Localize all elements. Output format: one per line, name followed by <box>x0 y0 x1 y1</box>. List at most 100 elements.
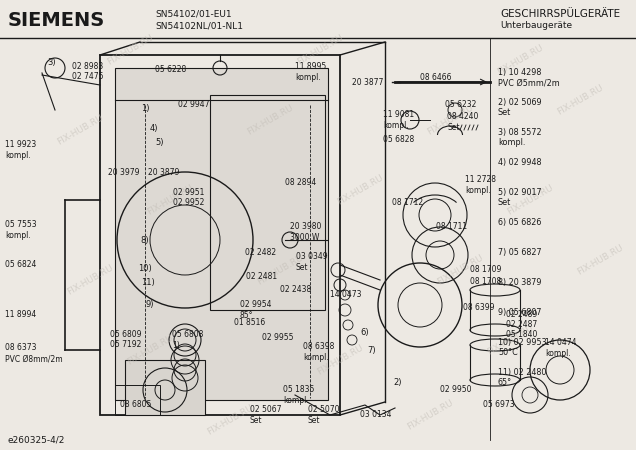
Text: 08 6398
kompl.: 08 6398 kompl. <box>303 342 335 362</box>
Polygon shape <box>115 68 328 400</box>
Text: 05 6232: 05 6232 <box>445 100 476 109</box>
Text: 20 3877: 20 3877 <box>352 78 384 87</box>
Text: FIX-HUB.RU: FIX-HUB.RU <box>245 103 294 137</box>
Text: 02 2481: 02 2481 <box>246 272 277 281</box>
Text: 02 2487: 02 2487 <box>506 320 537 329</box>
Text: 05 6973: 05 6973 <box>483 400 515 409</box>
Text: 11): 11) <box>141 279 155 288</box>
Text: 02 7475: 02 7475 <box>72 72 104 81</box>
Text: 3) 08 5572: 3) 08 5572 <box>498 128 542 137</box>
Text: 08 6466: 08 6466 <box>420 73 452 82</box>
Text: SN54102/01-EU1: SN54102/01-EU1 <box>155 9 232 18</box>
Text: 05 1835
kompl.: 05 1835 kompl. <box>283 385 314 405</box>
Text: Set: Set <box>498 198 511 207</box>
Text: 14 0474
kompl.: 14 0474 kompl. <box>545 338 576 358</box>
Bar <box>125 360 205 415</box>
Text: FIX-HUB.RU: FIX-HUB.RU <box>55 113 104 147</box>
Text: 20 3980
3000 W: 20 3980 3000 W <box>290 222 321 242</box>
Text: 7) 05 6827: 7) 05 6827 <box>498 248 542 257</box>
Text: FIX-HUB.RU: FIX-HUB.RU <box>335 173 385 207</box>
Text: 14 0473: 14 0473 <box>330 290 361 299</box>
Text: PVC Ø5mm/2m: PVC Ø5mm/2m <box>498 78 560 87</box>
Text: 20 3979: 20 3979 <box>108 168 139 177</box>
Text: 5) 02 9017: 5) 02 9017 <box>498 188 542 197</box>
Text: 05 7553
kompl.: 05 7553 kompl. <box>5 220 37 240</box>
Text: FIX-HUB.RU: FIX-HUB.RU <box>295 33 345 67</box>
Text: FIX-HUB.RU: FIX-HUB.RU <box>125 333 175 367</box>
Text: 05 7192: 05 7192 <box>110 340 141 349</box>
Text: 11 9081
kompl.: 11 9081 kompl. <box>383 110 414 130</box>
Text: 02 9954
85°: 02 9954 85° <box>240 300 272 320</box>
Text: 05 6828: 05 6828 <box>383 135 414 144</box>
Text: GESCHIRRSPÜLGERÄTE: GESCHIRRSPÜLGERÄTE <box>500 9 620 19</box>
Bar <box>115 385 160 415</box>
Text: 7): 7) <box>368 346 377 355</box>
Text: 01 8516: 01 8516 <box>234 318 265 327</box>
Text: Set: Set <box>498 108 511 117</box>
Text: 9): 9) <box>146 301 155 310</box>
Bar <box>210 95 325 310</box>
Text: FIX-HUB.RU: FIX-HUB.RU <box>315 343 364 377</box>
Text: 11 8994: 11 8994 <box>5 310 36 319</box>
Text: 08 2894: 08 2894 <box>285 178 316 187</box>
Text: 05 6808
1): 05 6808 1) <box>172 330 204 350</box>
Text: 11 2728
kompl.: 11 2728 kompl. <box>465 175 496 195</box>
Text: 6): 6) <box>361 328 370 338</box>
Text: 02 9955: 02 9955 <box>262 333 293 342</box>
Text: 05 1840: 05 1840 <box>506 330 537 339</box>
Text: 02 2482: 02 2482 <box>245 248 276 257</box>
Text: FIX-HUB.RU: FIX-HUB.RU <box>106 33 155 67</box>
Text: 20 3879: 20 3879 <box>148 168 179 177</box>
Text: SIEMENS: SIEMENS <box>8 10 105 30</box>
Text: 11) 02 2480: 11) 02 2480 <box>498 368 546 377</box>
Text: FIX-HUB.RU: FIX-HUB.RU <box>66 263 114 297</box>
Text: 2): 2) <box>394 378 402 387</box>
Text: 6) 05 6826: 6) 05 6826 <box>498 218 541 227</box>
Text: FIX-HUB.RU: FIX-HUB.RU <box>495 43 544 77</box>
Text: 03 0349
Set: 03 0349 Set <box>296 252 328 272</box>
Text: 2) 02 5069: 2) 02 5069 <box>498 98 542 107</box>
Text: FIX-HUB.RU: FIX-HUB.RU <box>576 243 625 277</box>
Text: FIX-HUB.RU: FIX-HUB.RU <box>405 398 455 432</box>
Text: 9) 05 6807: 9) 05 6807 <box>498 308 541 317</box>
Text: 11 9923
kompl.: 11 9923 kompl. <box>5 140 36 160</box>
Text: FIX-HUB.RU: FIX-HUB.RU <box>146 183 195 217</box>
Text: 50°C: 50°C <box>498 348 518 357</box>
Text: 02 2438: 02 2438 <box>280 285 311 294</box>
Text: 08 6373
PVC Ø8mm/2m: 08 6373 PVC Ø8mm/2m <box>5 343 62 363</box>
Text: 5): 5) <box>156 139 164 148</box>
Text: 11 8995
kompl.: 11 8995 kompl. <box>295 62 326 82</box>
Text: 08 1708: 08 1708 <box>470 277 501 286</box>
Text: 1) 10 4298: 1) 10 4298 <box>498 68 541 77</box>
Text: 08 6399: 08 6399 <box>463 303 495 312</box>
Text: 08 1712: 08 1712 <box>392 198 423 207</box>
Text: 02 9947: 02 9947 <box>178 100 209 109</box>
Text: 1): 1) <box>141 104 149 112</box>
Text: 3): 3) <box>48 58 57 67</box>
Text: 4): 4) <box>149 123 158 132</box>
Text: 10) 02 9953: 10) 02 9953 <box>498 338 546 347</box>
Text: 05 6824: 05 6824 <box>5 260 36 269</box>
Text: 08 6805: 08 6805 <box>120 400 151 409</box>
Text: SN54102NL/01-NL1: SN54102NL/01-NL1 <box>155 22 243 31</box>
Text: 02 9950: 02 9950 <box>440 385 471 394</box>
Text: FIX-HUB.RU: FIX-HUB.RU <box>506 183 555 217</box>
Text: FIX-HUB.RU: FIX-HUB.RU <box>436 253 485 287</box>
Text: FIX-HUB.RU: FIX-HUB.RU <box>205 403 254 437</box>
Text: 05 6228: 05 6228 <box>155 65 186 74</box>
Text: FIX-HUB.RU: FIX-HUB.RU <box>555 83 605 117</box>
Text: kompl.: kompl. <box>498 138 525 147</box>
Text: FIX-HUB.RU: FIX-HUB.RU <box>485 323 535 357</box>
Text: 08 1711: 08 1711 <box>436 222 467 231</box>
Text: 02 9952: 02 9952 <box>173 198 204 207</box>
Text: 02 9951: 02 9951 <box>173 188 204 197</box>
Text: FIX-HUB.RU: FIX-HUB.RU <box>256 253 305 287</box>
Text: 8): 8) <box>141 235 149 244</box>
Text: 02 2489: 02 2489 <box>506 310 537 319</box>
Text: Unterbaugeräte: Unterbaugeräte <box>500 22 572 31</box>
Text: 08 4240
Set: 08 4240 Set <box>447 112 478 132</box>
Text: 02 5067
Set: 02 5067 Set <box>250 405 282 425</box>
Text: e260325-4/2: e260325-4/2 <box>8 436 66 445</box>
Text: 10): 10) <box>138 264 152 273</box>
Text: 08 1709: 08 1709 <box>470 265 501 274</box>
